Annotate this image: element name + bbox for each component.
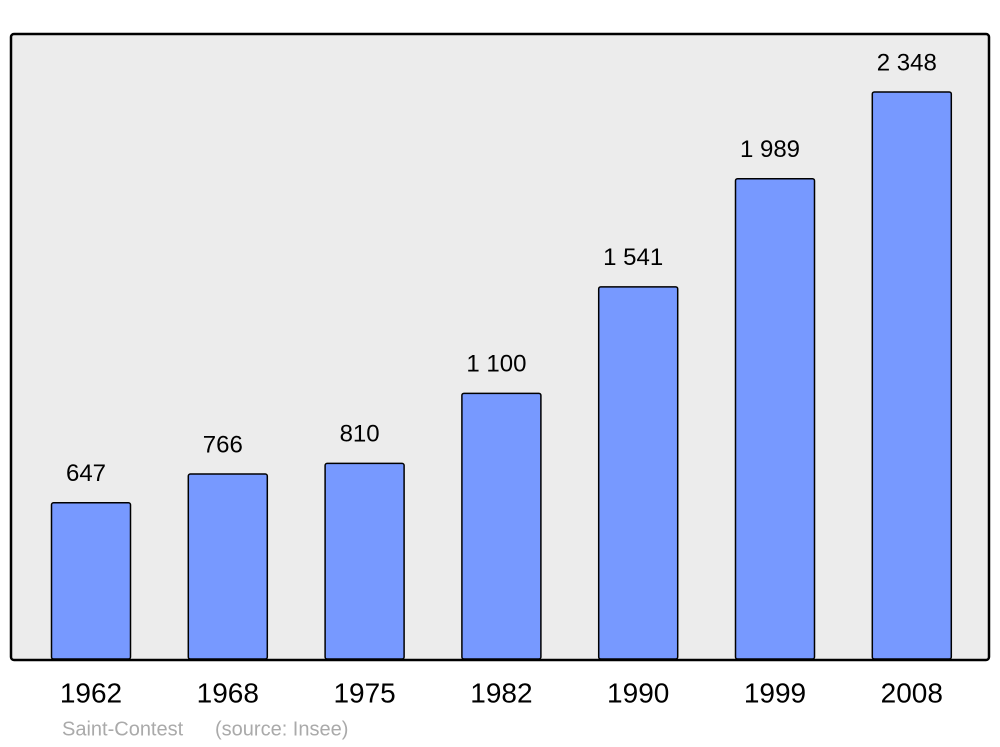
bar <box>871 91 953 660</box>
bar <box>461 392 542 660</box>
value-label: 810 <box>340 421 380 448</box>
bar <box>734 177 816 660</box>
bar <box>50 502 132 660</box>
bar <box>324 462 405 660</box>
bar <box>597 286 679 660</box>
value-label: 2 348 <box>877 49 937 76</box>
x-tick-label: 1962 <box>60 677 122 708</box>
x-tick-label: 1990 <box>607 677 669 708</box>
bar <box>187 473 269 660</box>
x-tick-label: 1982 <box>470 677 532 708</box>
value-label: 647 <box>66 460 106 487</box>
x-tick-label: 2008 <box>881 677 943 708</box>
x-tick-label: 1968 <box>197 677 259 708</box>
value-label: 766 <box>203 431 243 458</box>
x-tick-label: 1999 <box>744 677 806 708</box>
chart-source: (source: Insee) <box>215 718 348 740</box>
x-tick-label: 1975 <box>333 677 395 708</box>
value-label: 1 100 <box>466 351 526 378</box>
value-label: 1 989 <box>740 136 800 163</box>
chart-note: Saint-Contest <box>62 718 184 740</box>
value-label: 1 541 <box>603 244 663 271</box>
